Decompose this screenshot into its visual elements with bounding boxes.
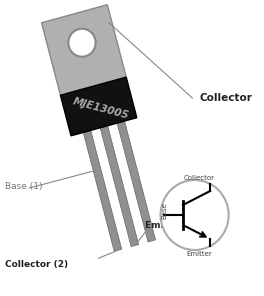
Text: Base (1): Base (1) bbox=[5, 181, 42, 191]
Polygon shape bbox=[117, 121, 155, 242]
Text: Collector (2): Collector (2) bbox=[5, 260, 68, 269]
Polygon shape bbox=[60, 77, 137, 136]
Text: Collector: Collector bbox=[184, 175, 215, 181]
Text: Emitter: Emitter bbox=[187, 251, 212, 257]
Polygon shape bbox=[83, 130, 122, 251]
Text: Emitter (3): Emitter (3) bbox=[145, 221, 200, 230]
Circle shape bbox=[161, 180, 229, 250]
Polygon shape bbox=[41, 5, 126, 95]
Circle shape bbox=[68, 29, 96, 57]
Text: Collector: Collector bbox=[199, 93, 252, 103]
Text: Base: Base bbox=[162, 202, 167, 219]
Polygon shape bbox=[100, 126, 139, 247]
Text: MJE13005: MJE13005 bbox=[72, 96, 130, 121]
